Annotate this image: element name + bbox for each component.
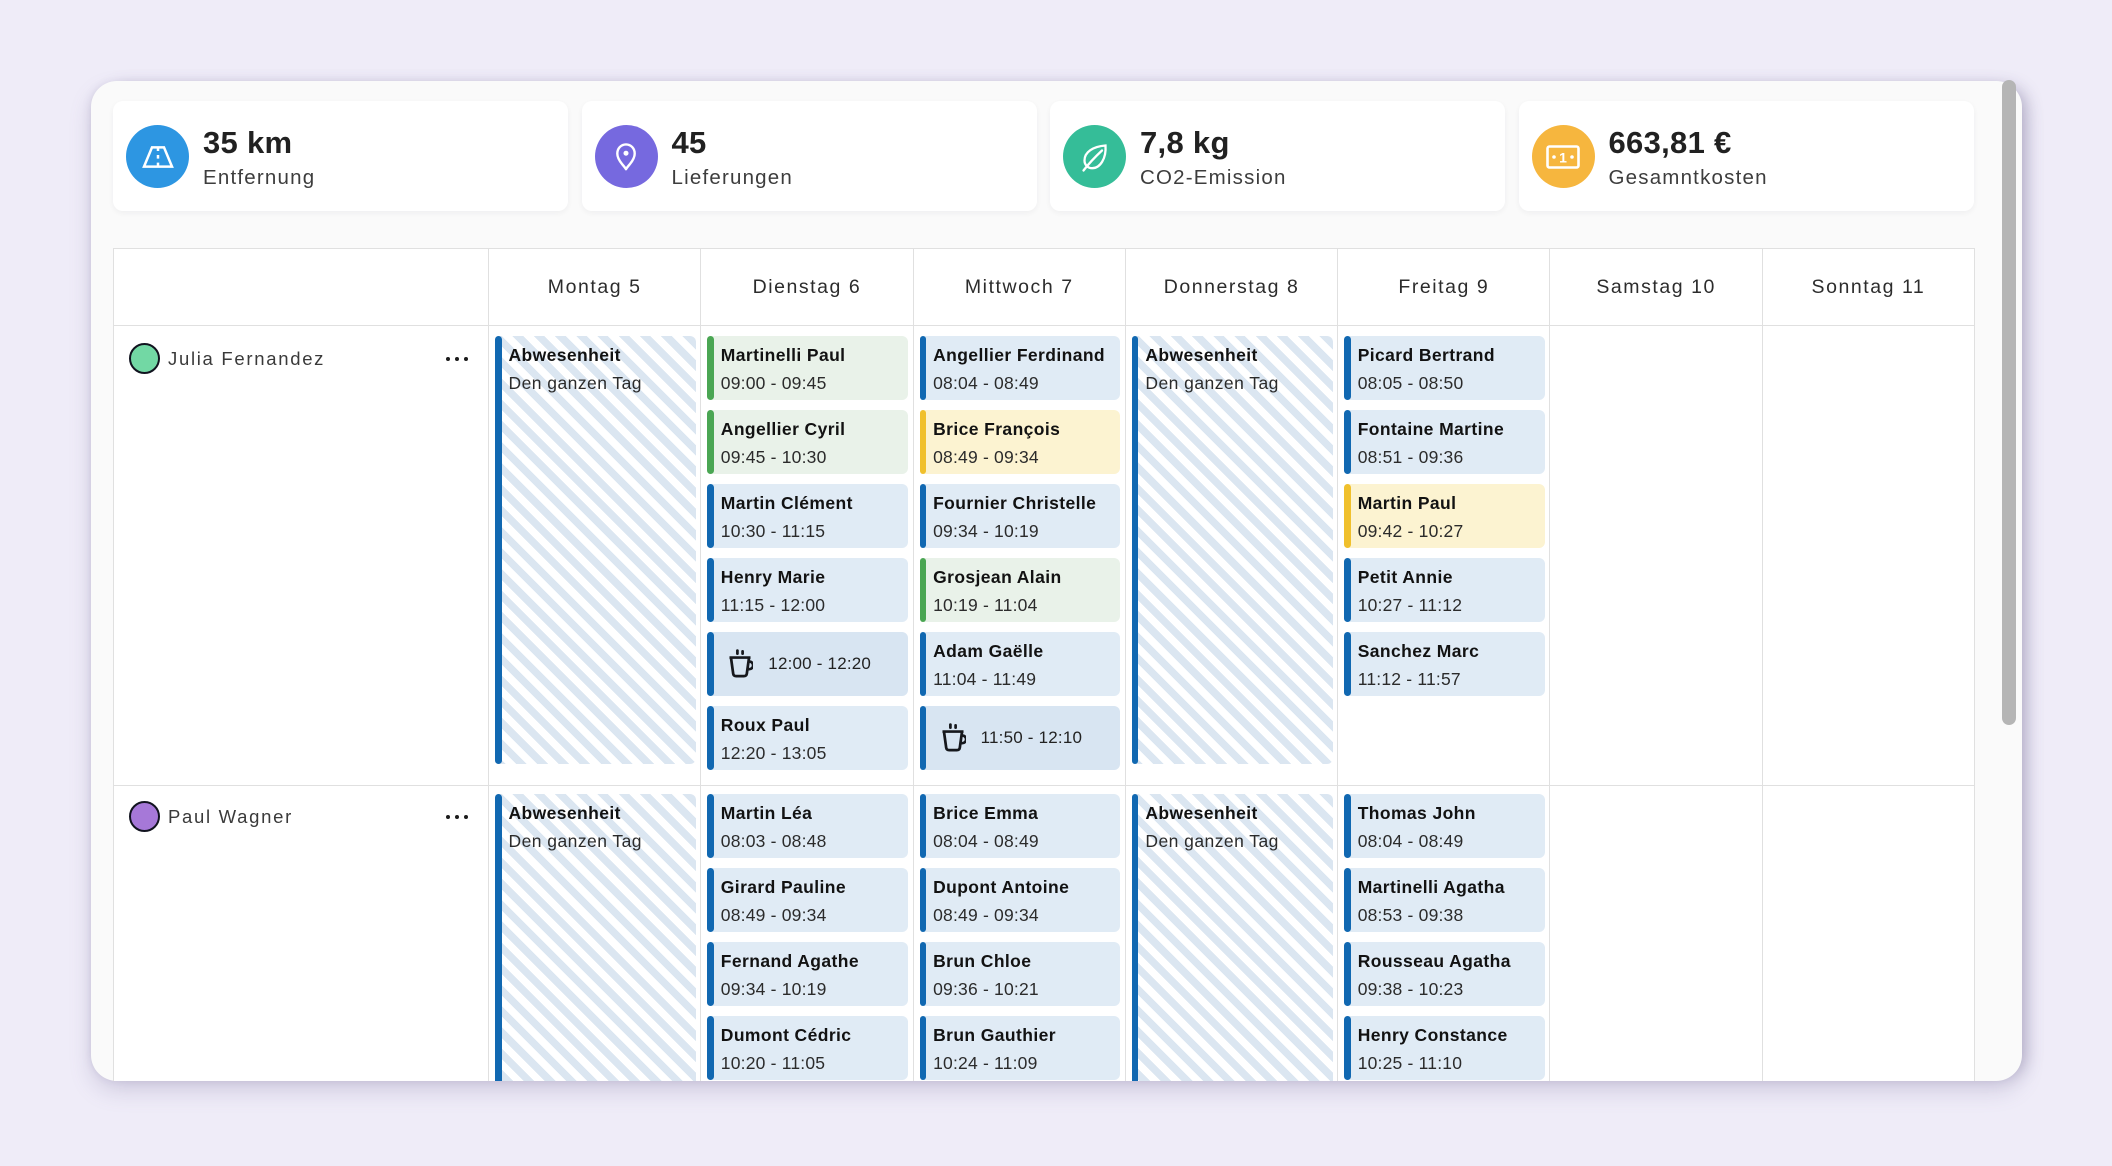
svg-text:1: 1 (1559, 149, 1567, 165)
